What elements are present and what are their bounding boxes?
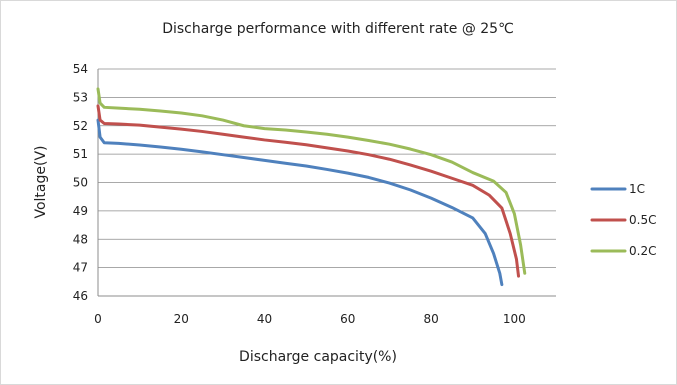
y-axis-label: Voltage(V) xyxy=(33,145,49,218)
series-line xyxy=(96,87,527,275)
y-tick-label: 46 xyxy=(73,289,88,303)
x-tick-label: 100 xyxy=(503,312,526,326)
y-tick-label: 52 xyxy=(73,119,88,133)
legend-label: 0.2C xyxy=(629,244,656,258)
y-tick-label: 51 xyxy=(73,147,88,161)
y-tick-label: 54 xyxy=(73,62,88,76)
y-tick-label: 53 xyxy=(73,90,88,104)
grid-layer xyxy=(98,68,556,297)
y-tick-label: 49 xyxy=(73,204,88,218)
x-tick-label: 40 xyxy=(257,312,272,326)
y-tick-label: 50 xyxy=(73,176,88,190)
x-tick-label: 60 xyxy=(340,312,355,326)
series-line xyxy=(96,104,521,278)
tick-label-layer: 46 47 48 49 50 51 52 53 54 0 20 40 60 80 100 xyxy=(73,62,526,326)
x-tick-label: 0 xyxy=(94,312,102,326)
series-line xyxy=(96,118,504,287)
series-layer xyxy=(96,87,527,287)
y-tick-label: 48 xyxy=(73,232,88,246)
x-axis-label: Discharge capacity(%) xyxy=(239,349,397,365)
x-tick-label: 80 xyxy=(423,312,438,326)
legend: 1C 0.5C 0.2C xyxy=(590,182,656,258)
y-tick-label: 47 xyxy=(73,261,88,275)
legend-label: 1C xyxy=(629,182,645,196)
x-tick-label: 20 xyxy=(174,312,189,326)
chart-title: Discharge performance with different rat… xyxy=(162,21,514,37)
legend-label: 0.5C xyxy=(629,213,656,227)
